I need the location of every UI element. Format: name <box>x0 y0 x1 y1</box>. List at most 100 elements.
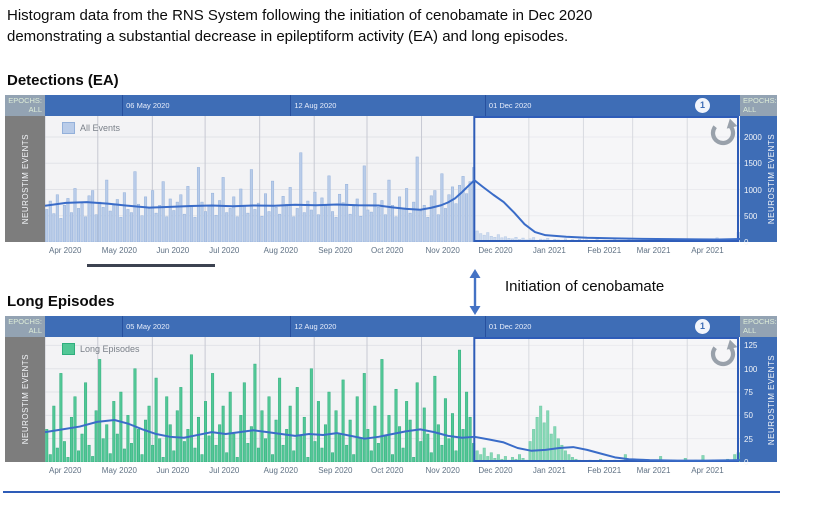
x-axis-row: Apr 2020 May 2020 Jun 2020 Jul 2020 Aug 2020… <box>5 242 777 258</box>
x-tick-label: Dec 2020 <box>478 246 513 255</box>
legend-label: Long Episodes <box>80 344 140 354</box>
long-episodes-chart: EPOCHS: ALL 05 May 2020 12 Aug 2020 01 Dec … <box>5 316 777 478</box>
page-title-line1: Histogram data from the RNS System follo… <box>7 7 593 24</box>
y-tick-label: 0 <box>744 458 749 467</box>
y-axis-panel-left: NEUROSTIM EVENTS <box>5 116 45 242</box>
histogram-canvas[interactable] <box>45 116 740 242</box>
x-tick-label: Jun 2020 <box>156 246 190 255</box>
x-axis-spacer-right <box>740 462 777 478</box>
x-tick-label: Oct 2020 <box>370 466 404 475</box>
epoch-segment[interactable] <box>45 316 122 337</box>
x-axis-row: Apr 2020 May 2020 Jun 2020 Jul 2020 Aug 2020… <box>5 462 777 478</box>
chart-body: NEUROSTIM EVENTS All Events 0 500 1000 1500 20… <box>5 116 777 247</box>
selected-epoch-box[interactable] <box>473 116 739 242</box>
x-tick-label: Jul 2020 <box>209 466 240 475</box>
histogram-plot-area[interactable]: All Events <box>45 116 740 242</box>
detections-heading: Detections (EA) <box>7 72 119 89</box>
refresh-epoch-icon[interactable] <box>708 118 738 148</box>
epoch-segment[interactable]: 12 Aug 2020 <box>290 316 485 337</box>
cenobamate-marker-arrow-icon <box>468 269 482 320</box>
x-tick-label: Jul 2020 <box>209 246 240 255</box>
x-tick-label: Mar 2021 <box>636 466 671 475</box>
chart-header: EPOCHS: ALL 06 May 2020 12 Aug 2020 01 Dec … <box>5 95 777 116</box>
y-tick-label: 75 <box>744 388 753 398</box>
x-axis-spacer-left <box>5 462 45 478</box>
epoch-segment[interactable]: 05 May 2020 <box>122 316 290 337</box>
refresh-epoch-icon[interactable] <box>708 339 738 369</box>
y-axis-label-right: NEUROSTIM EVENTS <box>767 133 776 225</box>
y-tick-label: 125 <box>744 341 758 351</box>
legend-swatch <box>62 343 75 355</box>
page-title-line2: demonstrating a substantial decrease in … <box>7 28 569 45</box>
x-tick-label: May 2020 <box>101 246 137 255</box>
y-axis-panel-left: NEUROSTIM EVENTS <box>5 337 45 462</box>
x-axis-spacer-right <box>740 242 777 258</box>
histogram-canvas[interactable] <box>45 337 740 462</box>
epochs-selector-left[interactable]: EPOCHS: ALL <box>5 95 45 116</box>
chart-legend: All Events <box>62 122 120 134</box>
epoch-segment[interactable]: 12 Aug 2020 <box>290 95 485 116</box>
epochs-selector-left[interactable]: EPOCHS: ALL <box>5 316 45 337</box>
x-tick-label: Jun 2020 <box>156 466 190 475</box>
y-axis-panel-right: 0 500 1000 1500 2000 NEUROSTIM EVENTS <box>740 116 777 247</box>
epoch-count-badge[interactable]: 1 <box>695 98 710 113</box>
legend-swatch <box>62 122 75 134</box>
epoch-segment[interactable]: 01 Dec 2020 <box>484 316 740 337</box>
y-axis-label-left: NEUROSTIM EVENTS <box>20 354 30 445</box>
x-tick-label: Apr 2021 <box>691 246 724 255</box>
x-tick-label: May 2020 <box>101 466 137 475</box>
x-tick-label: Aug 2020 <box>263 466 298 475</box>
chart-header: EPOCHS: ALL 05 May 2020 12 Aug 2020 01 Dec … <box>5 316 777 337</box>
x-tick-label: Sep 2020 <box>318 246 353 255</box>
x-axis-strip: Apr 2020 May 2020 Jun 2020 Jul 2020 Aug 2020… <box>45 462 740 478</box>
histogram-bars <box>45 349 740 462</box>
y-tick-label: 100 <box>744 364 758 374</box>
trend-line <box>45 179 740 241</box>
detections-chart: EPOCHS: ALL 06 May 2020 12 Aug 2020 01 Dec … <box>5 95 777 258</box>
y-axis-label-right: NEUROSTIM EVENTS <box>767 354 776 445</box>
selected-epoch-box[interactable] <box>473 337 739 462</box>
chart-body: NEUROSTIM EVENTS Long Episodes 0 25 50 75 100 1… <box>5 337 777 467</box>
epoch-segment[interactable]: 06 May 2020 <box>122 95 290 116</box>
y-axis-label-left: NEUROSTIM EVENTS <box>20 133 30 225</box>
epochs-selector-right[interactable]: EPOCHS: ALL <box>740 95 777 116</box>
x-tick-label: Nov 2020 <box>425 466 460 475</box>
widget-bottom-border <box>3 491 780 493</box>
x-tick-label: Feb 2021 <box>587 246 622 255</box>
legend-label: All Events <box>80 123 121 133</box>
timeline-scrollbar-thumb[interactable] <box>87 264 215 267</box>
epoch-count-badge[interactable]: 1 <box>695 319 710 334</box>
epochs-selector-right[interactable]: EPOCHS: ALL <box>740 316 777 337</box>
x-tick-label: Jan 2021 <box>532 466 566 475</box>
y-tick-label: 500 <box>744 211 758 221</box>
x-tick-label: Apr 2020 <box>49 246 82 255</box>
y-tick-label: 25 <box>744 434 753 444</box>
chart-legend: Long Episodes <box>62 343 140 355</box>
cenobamate-annotation-label: Initiation of cenobamate <box>505 278 665 295</box>
trend-line <box>45 419 740 462</box>
epoch-segment[interactable]: 01 Dec 2020 <box>484 95 740 116</box>
long-episodes-heading: Long Episodes <box>7 293 115 310</box>
y-tick-label: 1500 <box>744 159 762 169</box>
x-tick-label: Dec 2020 <box>478 466 513 475</box>
x-tick-label: Mar 2021 <box>636 246 671 255</box>
x-axis-strip: Apr 2020 May 2020 Jun 2020 Jul 2020 Aug 2020… <box>45 242 740 258</box>
x-tick-label: Aug 2020 <box>263 246 298 255</box>
x-tick-label: Apr 2020 <box>49 466 82 475</box>
x-tick-label: Jan 2021 <box>532 246 566 255</box>
epoch-timeline-bar[interactable]: 05 May 2020 12 Aug 2020 01 Dec 2020 1 <box>45 316 740 337</box>
x-tick-label: Nov 2020 <box>425 246 460 255</box>
y-tick-label: 2000 <box>744 133 762 142</box>
y-tick-label: 50 <box>744 411 753 421</box>
x-tick-label: Apr 2021 <box>691 466 724 475</box>
x-axis-spacer-left <box>5 242 45 258</box>
x-tick-label: Oct 2020 <box>370 246 404 255</box>
epoch-timeline-bar[interactable]: 06 May 2020 12 Aug 2020 01 Dec 2020 1 <box>45 95 740 116</box>
x-tick-label: Sep 2020 <box>318 466 353 475</box>
y-tick-label: 1000 <box>744 185 762 195</box>
epoch-segment[interactable] <box>45 95 122 116</box>
histogram-plot-area[interactable]: Long Episodes <box>45 337 740 462</box>
y-axis-panel-right: 0 25 50 75 100 125 NEUROSTIM EVENTS <box>740 337 777 467</box>
y-tick-label: 0 <box>744 238 749 247</box>
